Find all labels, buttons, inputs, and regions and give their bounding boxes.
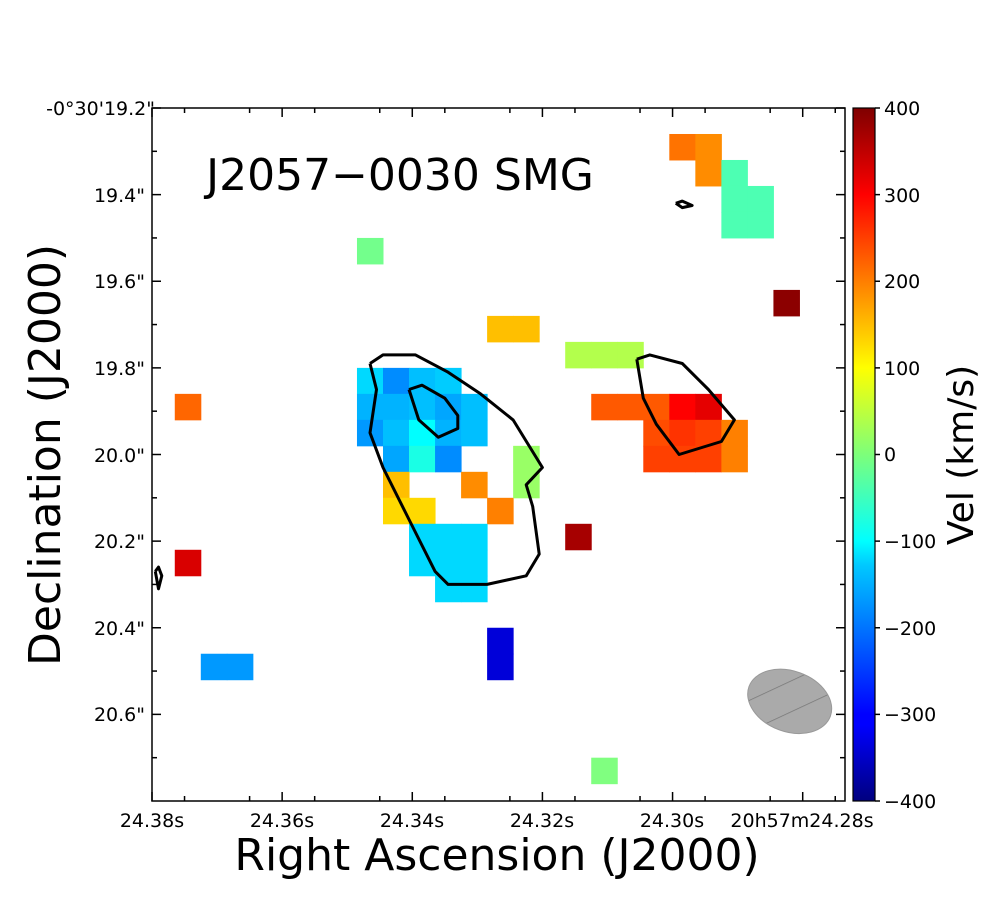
velocity-pixel xyxy=(383,419,410,447)
colorbar-tick-label: −400 xyxy=(884,791,936,813)
x-tick-label: 24.30s xyxy=(640,810,704,832)
axis-ticks xyxy=(151,107,845,801)
colorbar-tick-label: 400 xyxy=(884,98,920,120)
y-tick-label: -0°30'19.2" xyxy=(46,98,155,120)
x-tick-label: 24.34s xyxy=(380,810,444,832)
velocity-pixel xyxy=(643,445,670,473)
velocity-pixel xyxy=(461,549,488,577)
contours xyxy=(153,199,736,591)
velocity-pixel xyxy=(669,393,696,421)
x-tick-label: 20h57m24.28s xyxy=(730,810,873,832)
velocity-pixel xyxy=(773,289,800,317)
y-axis-title: Declination (J2000) xyxy=(20,244,71,666)
velocity-pixel xyxy=(487,653,514,681)
velocity-pixel xyxy=(435,575,462,603)
velocity-pixel xyxy=(747,211,774,239)
velocity-pixel xyxy=(461,575,488,603)
contour-line xyxy=(635,353,736,456)
x-tick-label: 24.38s xyxy=(120,810,184,832)
colorbar-tick-label: −200 xyxy=(884,618,936,640)
velocity-pixel xyxy=(695,159,722,187)
velocity-pixel xyxy=(591,341,618,369)
velocity-pixel xyxy=(356,393,384,421)
velocity-pixel xyxy=(409,445,436,473)
colorbar-tick-label: 300 xyxy=(884,185,920,207)
colorbar-tick-label: 0 xyxy=(884,444,896,466)
velocity-pixel xyxy=(461,471,488,499)
contour-line xyxy=(674,199,694,210)
velocity-pixel xyxy=(513,445,540,473)
contour-line xyxy=(407,383,460,439)
velocity-pixel xyxy=(356,237,384,265)
velocity-pixel xyxy=(461,523,488,551)
velocity-pixel xyxy=(669,419,696,447)
velocity-pixel xyxy=(383,393,410,421)
velocity-pixel xyxy=(617,341,644,369)
velocity-pixel xyxy=(487,315,514,343)
y-tick-label: 20.0" xyxy=(94,445,145,467)
velocity-pixel xyxy=(487,497,514,525)
velocity-pixel xyxy=(461,393,488,421)
velocity-pixel xyxy=(435,523,462,551)
velocity-pixel xyxy=(409,497,436,525)
colorbar-ticks xyxy=(875,107,880,802)
velocity-pixel xyxy=(669,133,696,161)
velocity-pixel xyxy=(513,315,540,343)
velocity-pixels xyxy=(174,133,800,785)
y-tick-label: 19.8" xyxy=(94,358,145,380)
velocity-pixel xyxy=(226,653,254,681)
y-tick-label: 20.6" xyxy=(94,704,145,726)
velocity-pixel xyxy=(747,185,774,213)
colorbar-label: Vel (km/s) xyxy=(941,365,982,545)
colorbar-tick-label: −100 xyxy=(884,531,936,553)
velocity-pixel xyxy=(356,367,384,395)
colorbar-tick-label: 100 xyxy=(884,358,920,380)
velocity-pixel xyxy=(565,523,592,551)
y-tick-label: 19.4" xyxy=(94,185,145,207)
contour-line xyxy=(153,565,164,591)
velocity-pixel xyxy=(174,393,202,421)
x-tick-label: 24.32s xyxy=(510,810,574,832)
x-tick-label: 24.36s xyxy=(250,810,314,832)
velocity-pixel xyxy=(695,133,722,161)
velocity-pixel xyxy=(383,445,410,473)
velocity-pixel xyxy=(487,627,514,655)
beam-ellipse xyxy=(747,668,833,734)
velocity-pixel xyxy=(695,393,722,421)
beam-hatch xyxy=(747,668,833,734)
colorbar-tick-label: −300 xyxy=(884,704,936,726)
velocity-pixel xyxy=(617,393,644,421)
contour-line xyxy=(368,353,544,586)
velocity-pixel xyxy=(435,445,462,473)
velocity-pixel xyxy=(565,341,592,369)
velocity-pixel xyxy=(721,211,748,239)
velocity-pixel xyxy=(721,159,748,187)
y-tick-label: 19.6" xyxy=(94,271,145,293)
velocity-pixel xyxy=(591,757,618,785)
velocity-pixel xyxy=(721,185,748,213)
velocity-pixel xyxy=(383,367,410,395)
colorbar-tick-label: 200 xyxy=(884,271,920,293)
y-tick-label: 20.4" xyxy=(94,618,145,640)
velocity-pixel xyxy=(200,653,228,681)
velocity-pixel xyxy=(174,549,202,577)
y-tick-label: 20.2" xyxy=(94,531,145,553)
velocity-pixel xyxy=(695,445,722,473)
velocity-pixel xyxy=(461,419,488,447)
velocity-pixel xyxy=(591,393,618,421)
colorbar xyxy=(852,107,876,802)
x-axis-title: Right Ascension (J2000) xyxy=(234,830,759,881)
velocity-pixel xyxy=(435,549,462,577)
velocity-pixel xyxy=(721,445,748,473)
chart-title: J2057−0030 SMG xyxy=(203,150,594,201)
